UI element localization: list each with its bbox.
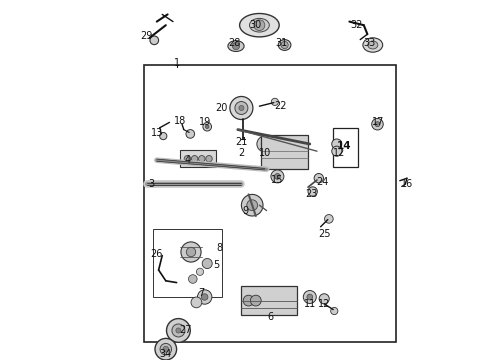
Text: 27: 27 (179, 325, 192, 336)
Circle shape (235, 102, 248, 114)
Text: 30: 30 (250, 20, 262, 30)
Circle shape (160, 343, 172, 355)
Circle shape (176, 328, 181, 333)
Text: 13: 13 (151, 128, 163, 138)
Bar (261, 135, 308, 169)
Circle shape (186, 247, 196, 257)
Circle shape (271, 98, 278, 105)
Circle shape (281, 41, 288, 49)
Circle shape (196, 268, 204, 275)
Circle shape (332, 146, 342, 156)
Circle shape (163, 346, 169, 352)
Circle shape (307, 294, 313, 300)
Circle shape (372, 118, 383, 130)
Ellipse shape (368, 41, 378, 49)
Text: 25: 25 (318, 229, 330, 239)
Text: 1: 1 (173, 58, 180, 68)
Circle shape (242, 194, 263, 216)
Text: 15: 15 (271, 175, 284, 185)
Circle shape (189, 275, 197, 283)
Circle shape (155, 338, 176, 360)
Text: 9: 9 (242, 206, 248, 216)
Circle shape (198, 156, 205, 162)
Text: 20: 20 (216, 103, 228, 113)
Text: 21: 21 (235, 137, 247, 147)
Text: 16: 16 (401, 179, 413, 189)
Bar (180, 150, 216, 167)
Circle shape (205, 125, 209, 129)
Circle shape (206, 156, 212, 162)
Circle shape (192, 156, 198, 162)
Bar (144, 65, 396, 342)
Circle shape (181, 242, 201, 262)
Text: 18: 18 (174, 116, 186, 126)
Circle shape (331, 307, 338, 315)
Circle shape (239, 105, 244, 111)
Circle shape (303, 291, 316, 303)
Text: 11: 11 (304, 299, 316, 309)
Ellipse shape (249, 18, 270, 32)
Text: 34: 34 (160, 348, 172, 359)
Ellipse shape (363, 38, 383, 52)
Text: 19: 19 (199, 117, 212, 127)
Circle shape (232, 42, 240, 50)
Circle shape (186, 130, 195, 138)
Text: 28: 28 (228, 38, 241, 48)
Bar (153, 229, 221, 297)
Circle shape (257, 136, 273, 152)
Text: 33: 33 (363, 38, 375, 48)
Text: 5: 5 (213, 260, 220, 270)
Text: 23: 23 (305, 189, 318, 199)
Text: 12: 12 (333, 148, 345, 158)
Circle shape (319, 294, 329, 304)
Text: 6: 6 (267, 312, 273, 322)
Bar (333, 128, 358, 167)
Text: 12: 12 (318, 299, 330, 309)
Text: 22: 22 (275, 101, 287, 111)
Circle shape (167, 319, 190, 342)
Text: 10: 10 (259, 148, 271, 158)
Circle shape (247, 200, 258, 211)
Circle shape (191, 297, 202, 308)
Circle shape (250, 295, 261, 306)
Circle shape (172, 324, 185, 337)
Ellipse shape (278, 40, 291, 50)
Circle shape (201, 294, 208, 300)
Circle shape (184, 156, 191, 162)
Circle shape (308, 187, 318, 196)
Circle shape (230, 96, 253, 120)
Circle shape (202, 258, 212, 269)
Text: 31: 31 (275, 38, 287, 48)
Ellipse shape (228, 41, 244, 51)
Bar (242, 286, 297, 315)
Text: 8: 8 (217, 243, 223, 253)
Circle shape (271, 170, 284, 183)
Circle shape (274, 174, 280, 179)
Circle shape (314, 174, 323, 183)
Text: 2: 2 (238, 148, 245, 158)
Circle shape (243, 295, 254, 306)
Text: 7: 7 (198, 288, 205, 298)
Ellipse shape (240, 13, 279, 37)
Circle shape (324, 215, 333, 223)
Text: 17: 17 (372, 117, 384, 127)
Text: 32: 32 (350, 20, 363, 30)
Text: 14: 14 (337, 141, 351, 151)
Text: 29: 29 (140, 31, 152, 41)
Text: 3: 3 (148, 179, 154, 189)
Text: 26: 26 (150, 249, 163, 259)
Text: 4: 4 (184, 155, 191, 165)
Circle shape (160, 132, 167, 140)
Circle shape (261, 140, 269, 148)
Text: 24: 24 (316, 177, 329, 187)
Circle shape (375, 122, 380, 127)
Circle shape (254, 20, 265, 31)
Circle shape (332, 139, 342, 149)
Circle shape (197, 290, 212, 304)
Circle shape (203, 122, 212, 131)
Circle shape (150, 36, 159, 45)
